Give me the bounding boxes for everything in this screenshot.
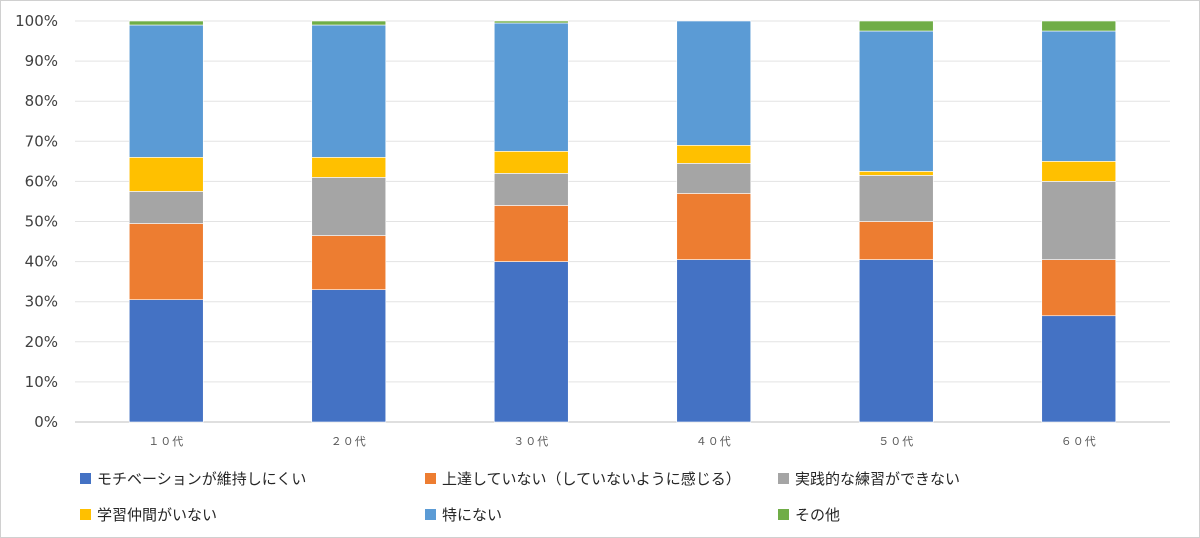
bar-segment-4-3 xyxy=(493,151,569,174)
x-tick-label: １０代 xyxy=(148,435,184,448)
legend-label-no-progress: 上達していない（していないように感じる） xyxy=(442,470,741,488)
y-tick-label: 90% xyxy=(25,52,58,70)
y-tick-label: 20% xyxy=(25,333,58,351)
bar-segment-2-2 xyxy=(311,235,387,290)
legend-item-nothing: 特にない xyxy=(425,504,502,525)
legend-swatch-nothing xyxy=(425,509,436,520)
bar-segment-2-1 xyxy=(128,223,204,300)
y-tick-label: 60% xyxy=(25,172,58,190)
legend-swatch-no-practice xyxy=(778,473,789,484)
bar-segment-4-1 xyxy=(128,157,204,192)
y-tick-label: 40% xyxy=(25,253,58,271)
bar-segment-4-4 xyxy=(676,145,752,164)
bar-segment-1-4 xyxy=(676,259,752,423)
gridlines xyxy=(75,20,1170,423)
bar-segment-6-1 xyxy=(128,20,204,26)
bar-segment-4-2 xyxy=(311,157,387,178)
bar-segment-5-4 xyxy=(676,20,752,146)
y-tick-label: 0% xyxy=(34,413,58,431)
legend-label-no-practice: 実践的な練習ができない xyxy=(795,470,961,488)
bar-segment-1-5 xyxy=(858,259,934,423)
bar-segment-3-1 xyxy=(128,191,204,224)
legend-item-no-peers: 学習仲間がいない xyxy=(80,504,217,525)
bar-segment-3-6 xyxy=(1041,181,1117,260)
legend-swatch-other xyxy=(778,509,789,520)
legend-label-motivation: モチベーションが維持しにくい xyxy=(97,470,307,488)
bar-segment-3-3 xyxy=(493,173,569,206)
bar-segment-2-3 xyxy=(493,205,569,262)
bar-segment-1-1 xyxy=(128,299,204,423)
bar-segment-4-6 xyxy=(1041,161,1117,182)
bar-segment-5-3 xyxy=(493,22,569,152)
bar-segment-3-4 xyxy=(676,163,752,194)
x-tick-label: ２０代 xyxy=(331,435,367,448)
y-tick-label: 80% xyxy=(25,92,58,110)
legend-swatch-no-progress xyxy=(425,473,436,484)
x-tick-label: ４０代 xyxy=(696,435,732,448)
bar-segment-6-3 xyxy=(493,20,569,24)
bar-segment-2-5 xyxy=(858,221,934,260)
bar-segment-2-6 xyxy=(1041,259,1117,317)
bar-segment-5-2 xyxy=(311,24,387,158)
bar-segment-5-5 xyxy=(858,30,934,172)
bar-segment-1-6 xyxy=(1041,315,1117,423)
bar-segment-2-4 xyxy=(676,193,752,260)
legend-item-other: その他 xyxy=(778,504,840,525)
x-tick-label: ５０代 xyxy=(878,435,914,448)
bar-segment-5-1 xyxy=(128,24,204,158)
bar-segment-6-5 xyxy=(858,20,934,32)
y-tick-label: 10% xyxy=(25,373,58,391)
legend-swatch-no-peers xyxy=(80,509,91,520)
bar-segment-1-3 xyxy=(493,261,569,423)
y-tick-label: 50% xyxy=(25,213,58,231)
bars xyxy=(128,20,1117,423)
y-tick-label: 100% xyxy=(15,12,58,30)
legend: モチベーションが維持しにくい 上達していない（していないように感じる） 実践的な… xyxy=(80,462,1120,532)
bar-segment-5-6 xyxy=(1041,30,1117,162)
legend-item-motivation: モチベーションが維持しにくい xyxy=(80,468,306,489)
legend-swatch-motivation xyxy=(80,473,91,484)
bar-segment-1-2 xyxy=(311,289,387,423)
bar-segment-3-2 xyxy=(311,177,387,236)
y-axis-ticks: 0% 10% 20% 30% 40% 50% 60% 70% 80% 90% 100% xyxy=(15,12,58,431)
x-tick-label: ３０代 xyxy=(513,435,549,448)
bar-segment-4-5 xyxy=(858,171,934,176)
x-axis-ticks: １０代 ２０代 ３０代 ４０代 ５０代 ６０代 xyxy=(148,435,1097,448)
y-tick-label: 30% xyxy=(25,293,58,311)
legend-label-no-peers: 学習仲間がいない xyxy=(97,506,218,524)
x-tick-label: ６０代 xyxy=(1061,435,1097,448)
legend-item-no-practice: 実践的な練習ができない xyxy=(778,468,960,489)
legend-label-nothing: 特にない xyxy=(442,506,503,524)
legend-label-other: その他 xyxy=(795,506,841,524)
bar-segment-3-5 xyxy=(858,175,934,222)
legend-item-no-progress: 上達していない（していないように感じる） xyxy=(425,468,741,489)
bar-segment-6-2 xyxy=(311,20,387,26)
y-tick-label: 70% xyxy=(25,132,58,150)
bar-segment-6-6 xyxy=(1041,20,1117,32)
